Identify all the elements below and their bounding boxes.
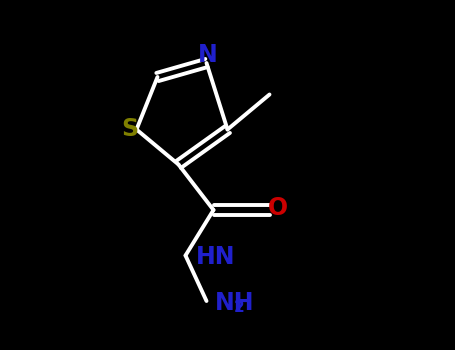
Text: S: S	[121, 118, 138, 141]
Text: O: O	[268, 196, 288, 220]
Text: HN: HN	[196, 245, 236, 269]
Text: 2: 2	[233, 300, 244, 315]
Text: NH: NH	[215, 291, 255, 315]
Text: N: N	[198, 43, 218, 67]
